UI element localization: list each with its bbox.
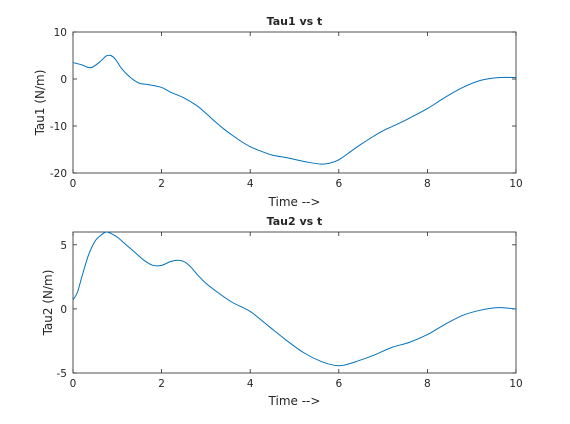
tau1-x-tick-label: 4	[247, 178, 254, 190]
tau2-axes-box	[73, 232, 516, 373]
tau1-x-tick-label: 10	[509, 178, 522, 190]
tau1-x-tick-label: 2	[158, 178, 165, 190]
subplot-tau1: Tau1 vs t Time --> Tau1 (N/m) 0 2 4 6 8 10 -2…	[33, 15, 523, 209]
tau2-y-tick-label: 5	[60, 240, 67, 252]
tau2-x-tick-label: 10	[509, 378, 522, 390]
tau1-axes-box	[73, 32, 516, 173]
tau2-title: Tau2 vs t	[267, 215, 323, 228]
tau2-x-tick-label: 6	[335, 378, 342, 390]
tau1-x-tick-label: 6	[335, 178, 342, 190]
tau1-title: Tau1 vs t	[267, 15, 323, 28]
subplot-tau2: Tau2 vs t Time --> Tau2 (N/m) 0 2 4 6 8 10 -5…	[41, 215, 523, 408]
tau2-x-axis-label: Time -->	[268, 394, 321, 408]
tau2-y-tick-label: 0	[60, 304, 67, 316]
tau2-x-tick-label: 2	[158, 378, 165, 390]
tau1-x-axis-label: Time -->	[268, 195, 321, 209]
tau1-y-tick-label: 0	[60, 74, 67, 86]
tau2-x-tick-label: 8	[424, 378, 431, 390]
tau2-y-axis-label: Tau2 (N/m)	[41, 270, 55, 337]
tau1-x-tick-label: 8	[424, 178, 431, 190]
tau1-x-tick-label: 0	[70, 178, 77, 190]
tau1-y-axis-label: Tau1 (N/m)	[33, 70, 47, 137]
tau1-y-tick-label: -20	[50, 168, 67, 180]
tau1-y-tick-label: 10	[54, 27, 67, 39]
tau2-x-tick-label: 4	[247, 378, 254, 390]
tau2-x-tick-label: 0	[70, 378, 77, 390]
tau2-y-tick-label: -5	[57, 368, 67, 380]
tau1-y-tick-label: -10	[50, 121, 67, 133]
